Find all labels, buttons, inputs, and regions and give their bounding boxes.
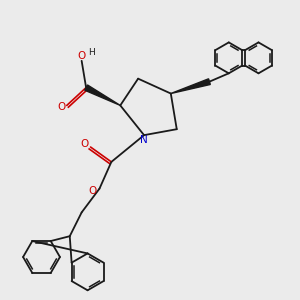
Text: O: O bbox=[89, 186, 97, 196]
Text: N: N bbox=[140, 135, 148, 145]
Text: O: O bbox=[80, 139, 89, 149]
Polygon shape bbox=[171, 79, 210, 94]
Text: H: H bbox=[88, 48, 94, 57]
Polygon shape bbox=[85, 85, 120, 105]
Text: O: O bbox=[57, 102, 66, 112]
Text: O: O bbox=[77, 51, 85, 61]
